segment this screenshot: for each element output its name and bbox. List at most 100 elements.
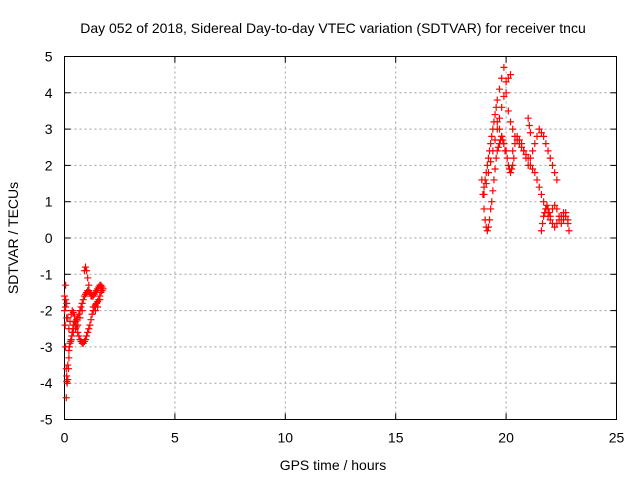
data-point-plus-marker [487, 205, 495, 213]
x-tick-label: 15 [388, 430, 404, 446]
data-point-plus-marker [509, 147, 517, 155]
y-tick-label: 5 [45, 49, 53, 65]
data-point-plus-marker [490, 176, 498, 184]
data-point-plus-marker [500, 63, 508, 71]
data-point-plus-marker [539, 219, 547, 227]
data-point-plus-marker [525, 121, 533, 129]
data-point-plus-marker [507, 71, 515, 79]
data-point-plus-marker [502, 147, 510, 155]
data-point-plus-marker [81, 263, 89, 271]
data-point-plus-marker [62, 281, 70, 289]
y-tick-label: -4 [40, 375, 53, 391]
data-point-plus-marker [540, 212, 548, 220]
data-point-plus-marker [64, 361, 72, 369]
data-point-plus-marker [83, 267, 91, 275]
data-point-plus-marker [481, 176, 489, 184]
data-point-plus-marker [553, 205, 561, 213]
data-point-plus-marker [540, 132, 548, 140]
data-point-plus-marker [486, 216, 494, 224]
data-point-plus-marker [91, 307, 99, 315]
data-point-plus-marker [98, 287, 106, 295]
data-point-plus-marker [537, 190, 545, 198]
data-point-plus-marker [493, 96, 501, 104]
data-point-plus-marker [484, 223, 492, 231]
data-point-plus-marker [500, 92, 508, 100]
data-point-plus-marker [498, 74, 506, 82]
data-point-plus-marker [484, 169, 492, 177]
data-point-plus-marker [498, 132, 506, 140]
data-point-plus-marker [546, 212, 554, 220]
data-point-plus-marker [61, 292, 68, 300]
data-point-plus-marker [64, 365, 72, 373]
data-point-plus-marker [65, 354, 73, 362]
data-point-plus-marker [526, 129, 534, 137]
data-point-plus-marker [503, 154, 511, 162]
data-point-plus-marker [66, 339, 74, 347]
data-point-plus-marker [76, 314, 84, 322]
y-tick-label: 4 [45, 85, 53, 101]
data-point-plus-marker [565, 227, 573, 235]
data-point-plus-marker [531, 169, 539, 177]
data-point-plus-marker [502, 78, 510, 86]
data-point-plus-marker [65, 325, 73, 333]
data-point-plus-marker [500, 140, 508, 148]
data-points [61, 63, 573, 402]
x-tick-label: 10 [278, 430, 294, 446]
data-point-plus-marker [85, 325, 93, 333]
data-point-plus-marker [492, 154, 500, 162]
x-axis-label: GPS time / hours [280, 457, 387, 473]
data-point-plus-marker [515, 136, 523, 144]
chart-title: Day 052 of 2018, Sidereal Day-to-day VTE… [80, 20, 586, 36]
y-tick-label: 3 [45, 121, 53, 137]
data-point-plus-marker [495, 85, 503, 93]
data-point-plus-marker [529, 147, 537, 155]
data-point-plus-marker [489, 187, 497, 195]
data-point-plus-marker [510, 154, 518, 162]
x-tick-label: 20 [498, 430, 514, 446]
x-tick-label: 0 [61, 430, 69, 446]
data-point-plus-marker [491, 111, 499, 119]
data-point-plus-marker [555, 212, 563, 220]
y-tick-label: -2 [40, 303, 53, 319]
y-axis-label: SDTVAR / TECUs [5, 182, 21, 294]
data-point-plus-marker [61, 307, 68, 315]
data-point-plus-marker [84, 328, 92, 336]
y-tick-label: 2 [45, 157, 53, 173]
data-point-plus-marker [551, 201, 559, 209]
data-point-plus-marker [499, 136, 507, 144]
data-point-plus-marker [69, 328, 77, 336]
data-point-plus-marker [484, 154, 492, 162]
data-point-plus-marker [96, 296, 104, 304]
data-point-plus-marker [62, 303, 70, 311]
data-point-plus-marker [480, 205, 488, 213]
data-point-plus-marker [533, 132, 541, 140]
data-point-plus-marker [557, 219, 565, 227]
data-point-plus-marker [524, 161, 532, 169]
data-point-plus-marker [551, 169, 559, 177]
data-point-plus-marker [63, 314, 71, 322]
data-point-plus-marker [487, 140, 495, 148]
data-point-plus-marker [520, 147, 528, 155]
data-point-plus-marker [562, 209, 570, 217]
data-point-plus-marker [546, 154, 554, 162]
data-point-plus-marker [491, 165, 499, 173]
data-point-plus-marker [72, 317, 80, 325]
data-point-plus-marker [67, 336, 75, 344]
data-point-plus-marker [487, 158, 495, 166]
data-point-plus-marker [70, 312, 78, 320]
data-point-plus-marker [83, 332, 91, 340]
data-point-plus-marker [75, 310, 83, 318]
data-point-plus-marker [81, 336, 89, 344]
data-point-plus-marker [535, 125, 543, 133]
data-point-plus-marker [79, 296, 87, 304]
data-point-plus-marker [502, 89, 510, 97]
data-point-plus-marker [61, 321, 69, 329]
data-point-plus-marker [509, 125, 517, 133]
data-point-plus-marker [495, 114, 503, 122]
data-point-plus-marker [564, 216, 572, 224]
data-point-plus-marker [94, 303, 102, 311]
data-point-plus-marker [64, 376, 72, 384]
data-point-plus-marker [78, 299, 86, 307]
